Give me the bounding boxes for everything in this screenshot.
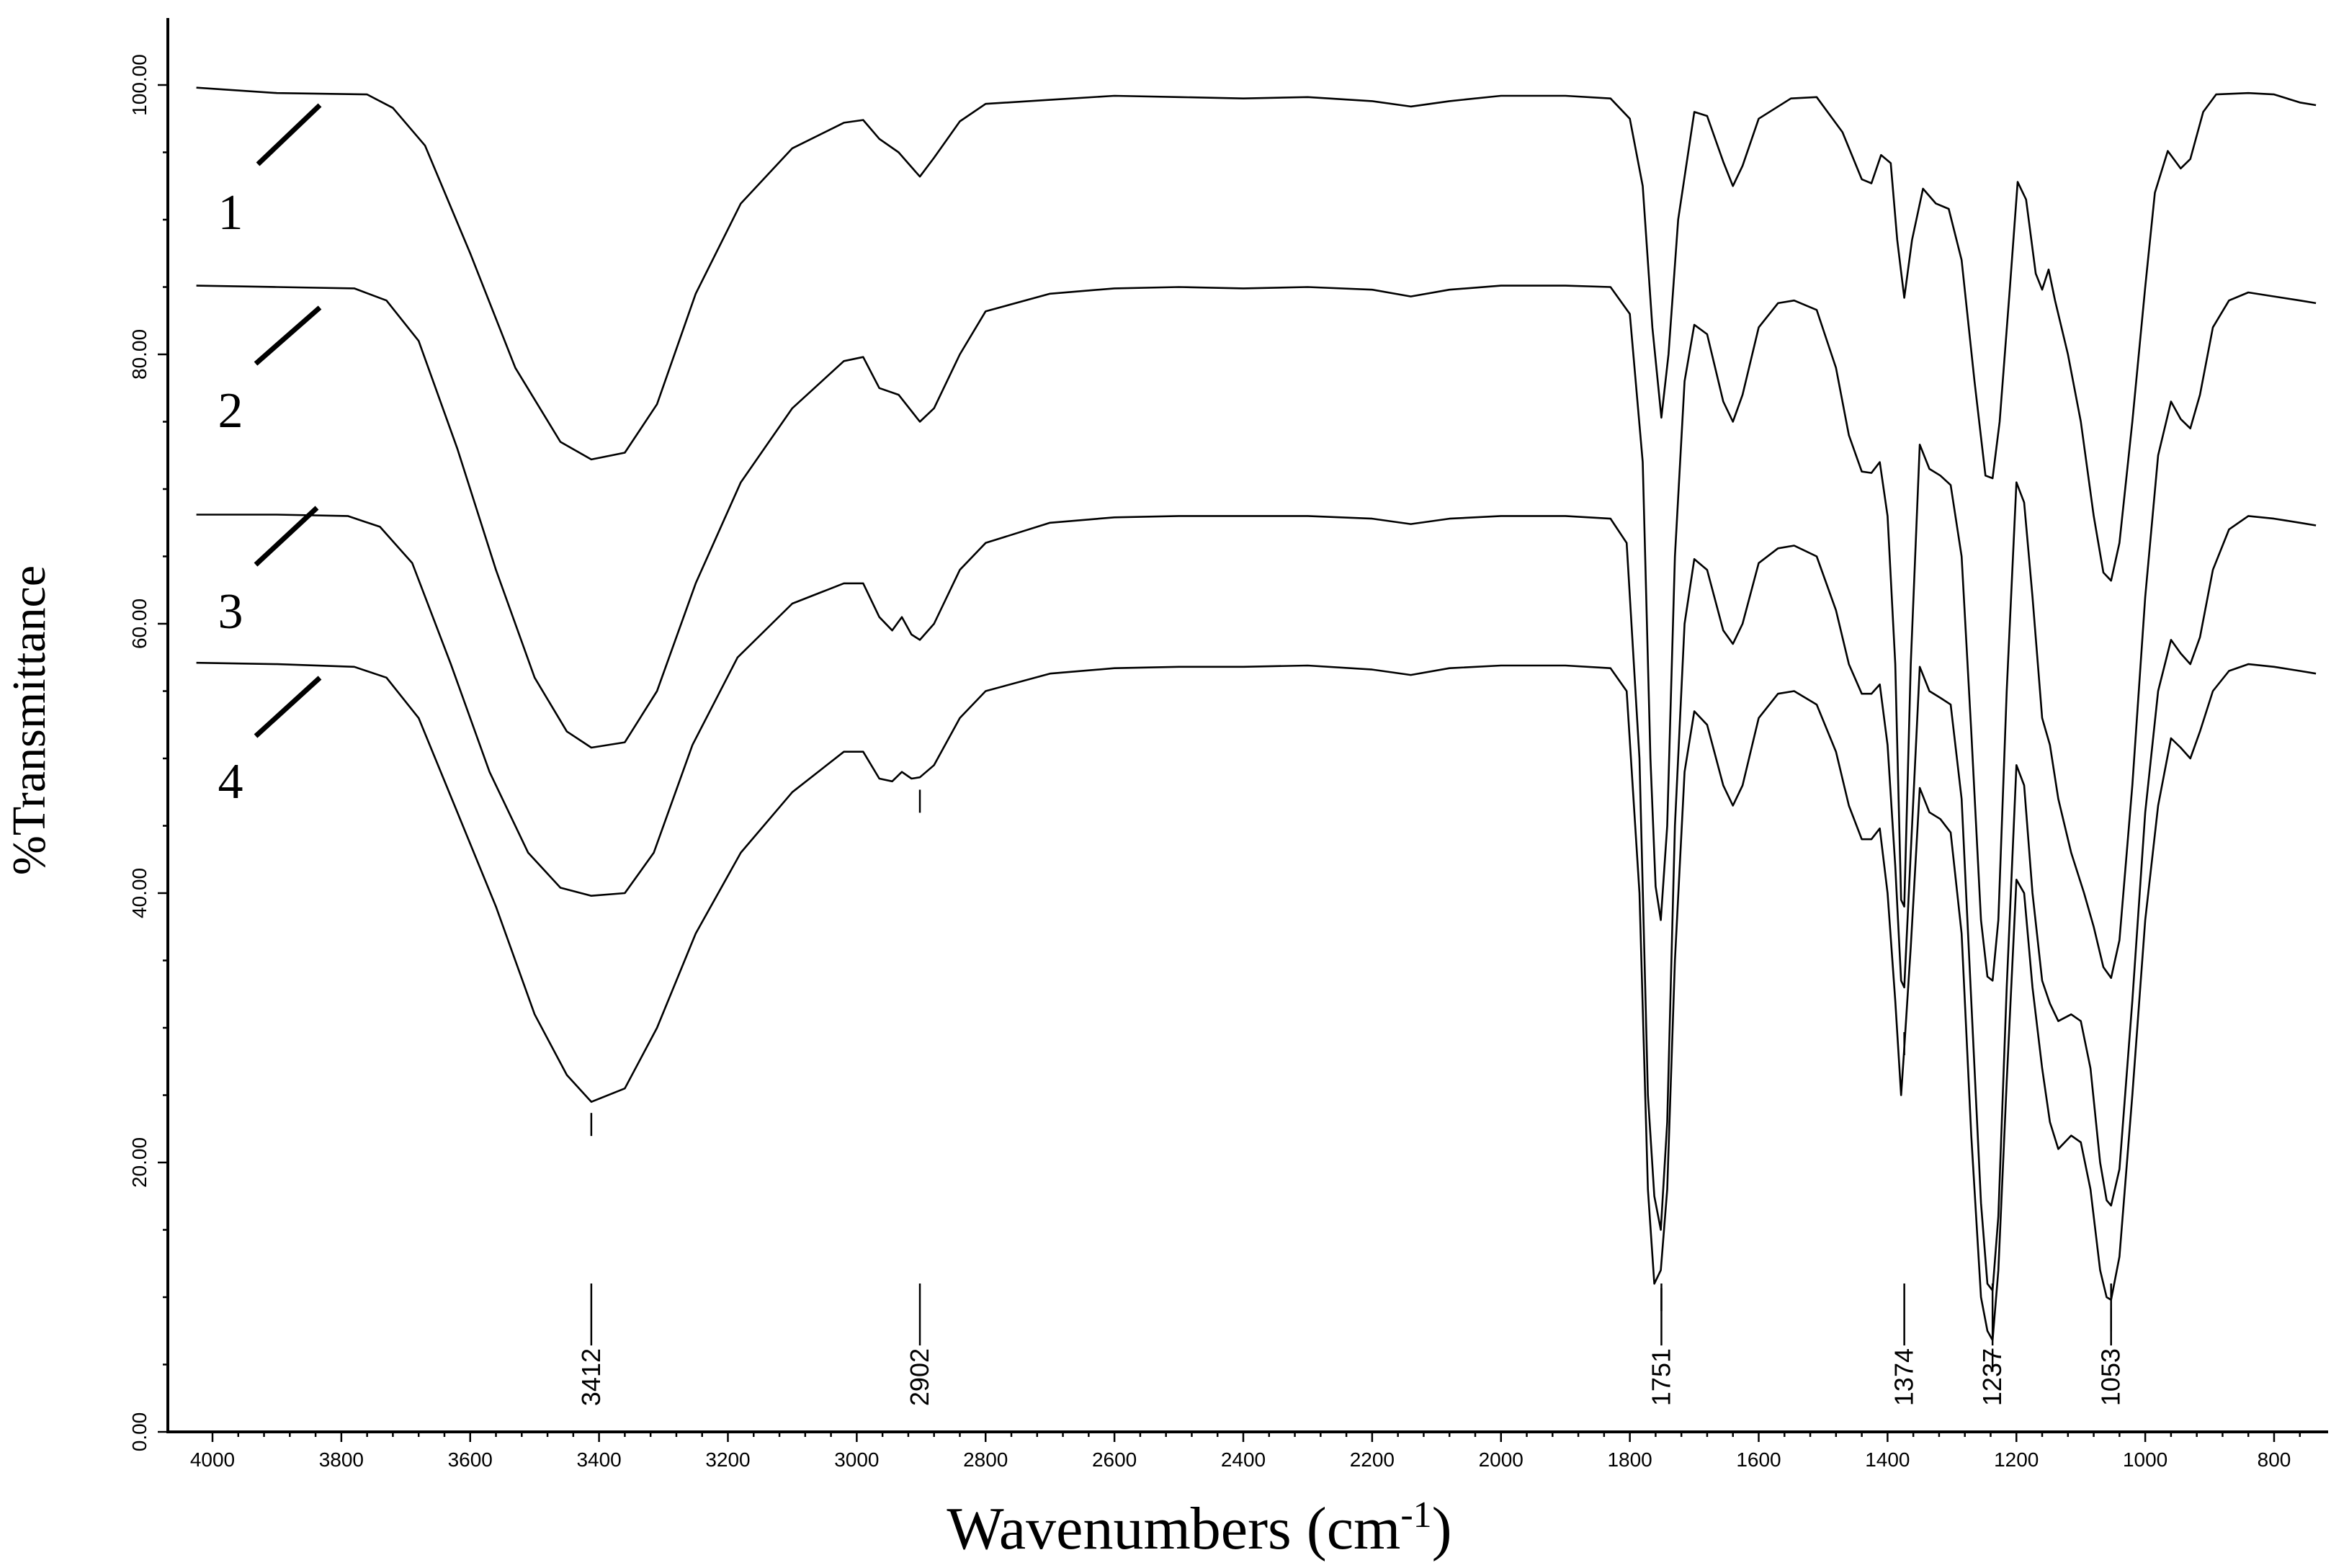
spectrum-label-1: 1 bbox=[218, 185, 243, 241]
label-pointer-3 bbox=[254, 506, 319, 567]
x-tick-label: 1600 bbox=[1736, 1448, 1781, 1471]
x-tick-label: 3600 bbox=[448, 1448, 493, 1471]
spectrum-label-2: 2 bbox=[218, 383, 243, 439]
x-tick-label: 3800 bbox=[319, 1448, 364, 1471]
x-tick-label: 2200 bbox=[1350, 1448, 1395, 1471]
y-tick-label: 100.00 bbox=[128, 54, 151, 116]
y-axis-ticks: 0.00 20.00 40.00 60.00 80.00 100.00 bbox=[128, 54, 168, 1451]
x-tick-label: 2400 bbox=[1221, 1448, 1266, 1471]
y-axis-label: %Transmittance bbox=[3, 565, 55, 875]
spectrum-line-3 bbox=[196, 514, 2317, 1291]
x-tick-label: 3000 bbox=[834, 1448, 879, 1471]
spectra bbox=[196, 86, 2317, 1342]
peak-label-2902: 2902 bbox=[905, 1348, 934, 1406]
label-pointer-2 bbox=[254, 305, 322, 366]
label-pointer-4 bbox=[254, 676, 322, 738]
x-tick-label: 1200 bbox=[1994, 1448, 2039, 1471]
label-pointer-1 bbox=[256, 103, 322, 166]
x-tick-label: 1400 bbox=[1865, 1448, 1910, 1471]
x-tick-label: 1800 bbox=[1607, 1448, 1652, 1471]
peak-label-1237: 1237 bbox=[1977, 1348, 2007, 1406]
peak-label-3412: 3412 bbox=[576, 1348, 606, 1406]
x-tick-label: 2800 bbox=[963, 1448, 1008, 1471]
x-tick-label: 2000 bbox=[1479, 1448, 1524, 1471]
spectrum-label-3: 3 bbox=[218, 584, 243, 640]
x-tick-label: 4000 bbox=[190, 1448, 235, 1471]
spectrum-line-1 bbox=[196, 86, 2317, 582]
x-tick-label: 800 bbox=[2258, 1448, 2291, 1471]
y-tick-label: 0.00 bbox=[128, 1412, 151, 1452]
peak-label-1053: 1053 bbox=[2096, 1348, 2126, 1406]
spectrum-line-4 bbox=[196, 661, 2317, 1342]
x-axis-ticks: 4000 3800 3600 3400 3200 3000 2800 2600 2400 2200… bbox=[190, 1432, 2301, 1471]
x-tick-label: 3200 bbox=[705, 1448, 750, 1471]
y-tick-label: 60.00 bbox=[128, 599, 151, 649]
peak-label-1751: 1751 bbox=[1646, 1348, 1675, 1406]
peak-label-1374: 1374 bbox=[1889, 1348, 1919, 1406]
y-tick-label: 20.00 bbox=[128, 1137, 151, 1188]
spectrum-labels: 1 2 3 4 bbox=[218, 103, 322, 810]
x-tick-label: 2600 bbox=[1092, 1448, 1137, 1471]
x-tick-label: 3400 bbox=[576, 1448, 621, 1471]
x-tick-label: 1000 bbox=[2123, 1448, 2167, 1471]
y-tick-label: 40.00 bbox=[128, 868, 151, 918]
spectrum-line-2 bbox=[196, 285, 2317, 982]
y-tick-label: 80.00 bbox=[128, 329, 151, 380]
spectrum-label-4: 4 bbox=[218, 754, 243, 810]
x-axis-label: Wavenumbers (cm-1) bbox=[947, 1495, 1451, 1562]
peak-markers: 3412 2902 1751 1374 1237 1053 bbox=[576, 789, 2126, 1406]
